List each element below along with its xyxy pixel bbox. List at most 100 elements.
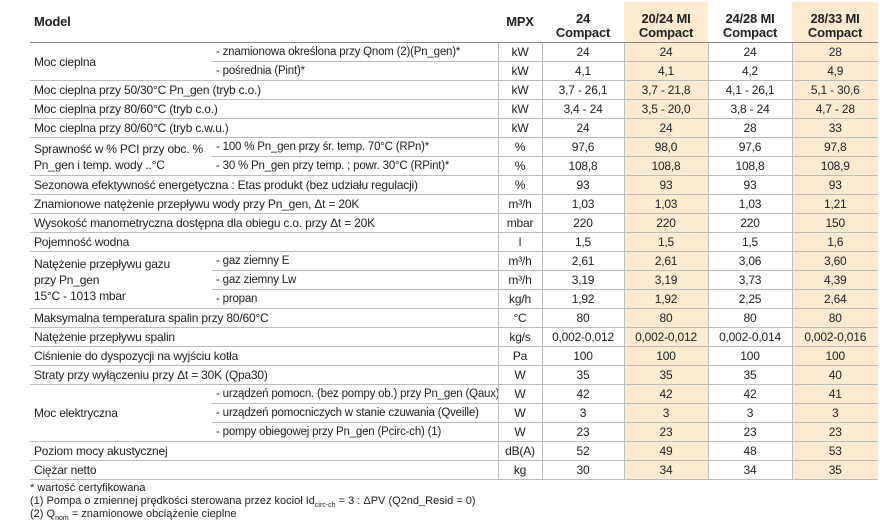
table-row: - pośrednia (Pint)* kW 4,1 4,1 4,2 4,9 — [30, 61, 878, 81]
table-row: Sezonowa efektywność energetyczna : Etas… — [30, 175, 878, 195]
value: 41 — [791, 384, 878, 404]
value: 100 — [791, 346, 878, 366]
unit: W — [497, 365, 542, 385]
unit: m³/h — [497, 270, 542, 290]
unit: kW — [497, 118, 542, 138]
row-label: Ciężar netto — [30, 460, 498, 480]
footnote-subscript: nom — [55, 515, 69, 523]
value: 0,002-0,014 — [707, 327, 792, 347]
group-label-line: Natężenie przepływu gazu — [34, 257, 170, 271]
table-row: - 30 % Pn_gen przy temp. ; powr. 30°C (R… — [30, 156, 878, 176]
value: 93 — [791, 175, 878, 195]
value: 220 — [541, 213, 624, 233]
value: 1,21 — [791, 194, 878, 214]
value: 3,06 — [707, 251, 792, 271]
table-row: Moc cieplna przy 80/60°C (tryb c.w.u.) kW… — [30, 118, 878, 138]
value: 23 — [541, 422, 624, 442]
value: 0,002-0,012 — [541, 327, 624, 347]
value: 48 — [707, 441, 792, 461]
value: 1,5 — [707, 232, 792, 252]
unit: % — [497, 175, 542, 195]
row-label: Znamionowe natężenie przepływu wody przy… — [30, 194, 498, 214]
unit: W — [497, 422, 542, 442]
value: 100 — [541, 346, 624, 366]
value: 1,92 — [541, 289, 624, 309]
value: 3,7 - 21,8 — [623, 80, 708, 100]
column-heading-line: Compact — [638, 25, 694, 40]
footnote-text: (1) Pompa o zmiennej prędkości sterowana… — [30, 495, 315, 507]
column-heading-line: Compact — [807, 25, 863, 40]
unit-heading: MPX — [498, 2, 542, 43]
value: 80 — [541, 308, 624, 328]
value: 93 — [623, 175, 708, 195]
unit: kg — [497, 460, 542, 480]
value: 35 — [791, 460, 878, 480]
sub-label: - gaz ziemny Lw — [212, 270, 498, 290]
value: 2,25 — [707, 289, 792, 309]
value: 220 — [623, 213, 708, 233]
value: 93 — [541, 175, 624, 195]
unit: dB(A) — [497, 441, 542, 461]
value: 108,8 — [541, 156, 624, 176]
table-row: - propan kg/h 1,92 1,92 2,25 2,64 — [30, 289, 878, 309]
group-label-line: przy Pn_gen — [34, 273, 100, 287]
footnotes: * wartość certyfikowana (1) Pompa o zmien… — [30, 482, 878, 523]
value: 24 — [541, 42, 624, 62]
row-label: Ciśnienie do dyspozycji na wyjściu kotła — [30, 346, 498, 366]
value: 3,19 — [623, 270, 708, 290]
value: 3,8 - 24 — [707, 99, 792, 119]
group-label-line: 15°C - 1013 mbar — [34, 289, 126, 303]
value: 52 — [541, 441, 624, 461]
spec-table: Model MPX 24 Compact 20/24 MI Compact 24/28 … — [30, 2, 878, 480]
footnote: (1) Pompa o zmiennej prędkości sterowana… — [30, 495, 878, 509]
group-label-line: Moc elektryczna — [34, 406, 118, 420]
table-row: Moc cieplna przy 80/60°C (tryb c.o.) kW 3,… — [30, 99, 878, 119]
value: 23 — [791, 422, 878, 442]
value: 4,2 — [707, 61, 792, 81]
unit: W — [497, 384, 542, 404]
table-row: Ciężar netto kg 30 34 34 35 — [30, 460, 878, 480]
unit: % — [497, 156, 542, 176]
value: 1,5 — [541, 232, 624, 252]
value: 3 — [541, 403, 624, 423]
column-heading: 28/33 MI Compact — [792, 2, 878, 43]
unit: °C — [497, 308, 542, 328]
value: 42 — [541, 384, 624, 404]
unit: kW — [497, 61, 542, 81]
spec-sheet: Model MPX 24 Compact 20/24 MI Compact 24/28 … — [30, 2, 878, 523]
footnote-text: = 3 : ΔPV (Q2nd_Resid = 0) — [335, 495, 476, 507]
value: 98,0 — [623, 137, 708, 157]
sub-label: - znamionowa określona przy Qnom (2)(Pn_… — [212, 42, 498, 62]
value: 24 — [707, 42, 792, 62]
value: 40 — [791, 365, 878, 385]
value: 150 — [791, 213, 878, 233]
table-row: Moc elektryczna - urządzeń pomocn. (bez p… — [30, 384, 878, 442]
table-row: Moc cieplna - znamionowa określona przy Q… — [30, 42, 878, 81]
value: 28 — [707, 118, 792, 138]
value: 24 — [623, 42, 708, 62]
column-heading-line: 24 — [575, 11, 591, 26]
value: 4,1 - 26,1 — [707, 80, 792, 100]
value: 1,92 — [623, 289, 708, 309]
value: 35 — [541, 365, 624, 385]
sub-label: - 30 % Pn_gen przy temp. ; powr. 30°C (R… — [212, 156, 498, 176]
value: 220 — [707, 213, 792, 233]
group-label: Natężenie przepływu gazu przy Pn_gen 15°C … — [30, 251, 212, 309]
value: 28 — [791, 42, 878, 62]
unit: m³/h — [497, 194, 542, 214]
row-label: Pojemność wodna — [30, 232, 498, 252]
column-heading-line: Compact — [722, 25, 778, 40]
value: 3,73 — [707, 270, 792, 290]
table-row: Moc cieplna przy 50/30°C Pn_gen (tryb c.… — [30, 80, 878, 100]
value: 108,8 — [623, 156, 708, 176]
header-row: Model MPX 24 Compact 20/24 MI Compact 24/28 … — [30, 2, 878, 43]
table-row: Straty przy wyłączeniu przy Δt = 30K (Qp… — [30, 365, 878, 385]
table-row: Znamionowe natężenie przepływu wody przy… — [30, 194, 878, 214]
table-row: Natężenie przepływu spalin kg/s 0,002-0,01… — [30, 327, 878, 347]
column-heading-line: Compact — [555, 25, 611, 40]
value: 53 — [791, 441, 878, 461]
value: 23 — [623, 422, 708, 442]
row-label: Moc cieplna przy 50/30°C Pn_gen (tryb c.… — [30, 80, 498, 100]
value: 3,60 — [791, 251, 878, 271]
